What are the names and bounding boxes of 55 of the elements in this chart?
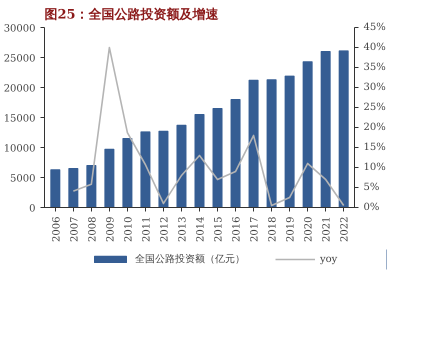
x-tick-label: 2009: [105, 216, 116, 242]
x-tick-label: 2012: [159, 216, 170, 242]
legend-label: 全国公路投资额（亿元）: [135, 252, 245, 266]
y-tick-label: 25000: [4, 54, 36, 64]
x-tick-label: 2016: [232, 216, 243, 242]
x-tick-label: 2021: [322, 216, 333, 242]
y2-tick-label: 20%: [364, 122, 386, 133]
bar: [320, 51, 331, 208]
bar: [194, 114, 205, 208]
bar: [140, 131, 150, 208]
x-tick-label: 2013: [177, 216, 188, 242]
y-tick-label: 0: [29, 204, 36, 214]
y-tick-label: 20000: [4, 84, 36, 94]
y-tick-label: 10000: [4, 144, 36, 154]
y2-tick-label: 10%: [364, 162, 386, 173]
bar: [176, 124, 186, 208]
y2-tick-label: 15%: [364, 142, 386, 153]
bar: [212, 108, 223, 208]
bar: [158, 130, 168, 208]
bar: [122, 138, 132, 208]
x-tick-label: 2015: [214, 216, 225, 242]
x-tick-label: 2020: [304, 216, 315, 242]
bar: [338, 50, 349, 208]
y-tick-label: 30000: [4, 24, 36, 34]
x-tick-label: 2008: [87, 216, 98, 242]
bar: [266, 79, 277, 208]
bar: [50, 169, 60, 208]
x-tick-label: 2010: [123, 216, 134, 242]
bar: [86, 165, 96, 208]
y2-tick-label: 25%: [364, 102, 386, 113]
y-tick-label: 15000: [4, 114, 36, 124]
y2-tick-label: 35%: [364, 62, 386, 73]
x-tick-label: 2022: [340, 216, 351, 242]
chart-title: 图25：全国公路投资额及增速: [44, 6, 220, 22]
bar: [68, 168, 78, 208]
y-tick-label: 5000: [10, 174, 36, 184]
x-tick-label: 2017: [250, 216, 261, 242]
x-tick-label: 2019: [286, 216, 297, 242]
legend-label: yoy: [320, 254, 338, 264]
bar: [302, 61, 313, 208]
x-tick-label: 2007: [69, 216, 80, 242]
y2-tick-label: 40%: [364, 42, 386, 53]
bar: [104, 148, 114, 208]
x-tick-label: 2018: [268, 216, 279, 242]
line-series: [72, 46, 344, 206]
y2-tick-label: 0%: [364, 202, 380, 213]
bar: [230, 99, 241, 208]
y2-tick-label: 5%: [364, 182, 380, 193]
x-tick-label: 2006: [51, 216, 62, 242]
y2-tick-label: 30%: [364, 82, 386, 93]
bar: [284, 76, 295, 208]
x-tick-label: 2011: [141, 216, 152, 242]
x-tick-label: 2014: [196, 216, 206, 242]
bar: [248, 80, 259, 208]
y2-tick-label: 45%: [364, 22, 386, 33]
